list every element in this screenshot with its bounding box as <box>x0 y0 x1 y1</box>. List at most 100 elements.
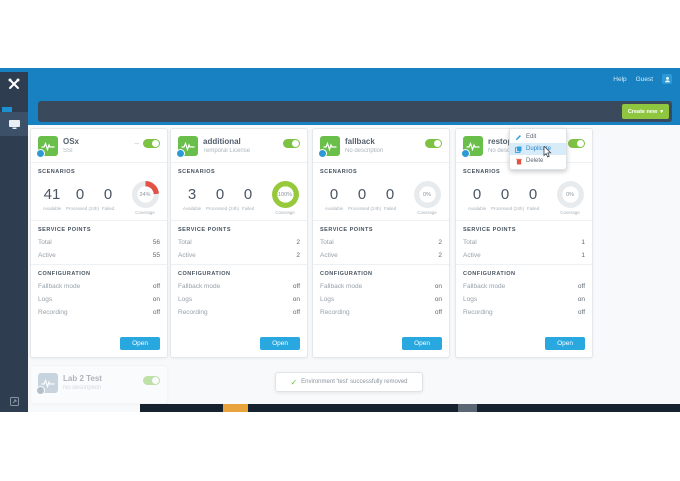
open-button[interactable]: Open <box>402 337 442 350</box>
bottom-bar-orange-segment <box>223 404 248 412</box>
environment-toggle[interactable] <box>143 139 160 148</box>
service-points-active: Active 1 <box>463 252 585 259</box>
scenarios-failed: 0 Failed <box>101 185 115 211</box>
scenarios-processed: 0 Processed (24h) <box>66 185 100 211</box>
config-logs: Logs on <box>463 296 585 303</box>
config-recording: Recording off <box>320 309 442 316</box>
scenarios-failed: 0 Failed <box>241 185 255 211</box>
service-points-heading: SERVICE POINTS <box>38 227 92 233</box>
config-fallback-mode: Fallback mode off <box>463 283 585 290</box>
scenarios-failed: 0 Failed <box>526 185 540 211</box>
trash-icon <box>515 158 522 165</box>
create-new-button[interactable]: Create new ▾ <box>621 104 669 119</box>
config-logs: Logs on <box>38 296 160 303</box>
caret-down-icon: ▾ <box>660 108 663 115</box>
menu-item-label: Duplicate <box>526 146 552 152</box>
environment-icon <box>176 136 198 158</box>
open-button[interactable]: Open <box>260 337 300 350</box>
scenarios-heading: SCENARIOS <box>320 169 358 175</box>
environment-card: fallback No description – SCENARIOS 0 Av… <box>312 128 450 358</box>
environment-subtitle: Temporal License <box>203 148 251 154</box>
menu-item-duplicate[interactable]: Duplicate <box>510 143 566 155</box>
environment-title: OSx <box>63 137 80 146</box>
environment-subtitle: SSI <box>63 148 73 154</box>
config-logs: Logs on <box>320 296 442 303</box>
toolbar: Create new ▾ <box>38 101 672 122</box>
environment-icon <box>36 136 58 158</box>
config-logs: Logs on <box>178 296 300 303</box>
scenarios-failed: 0 Failed <box>383 185 397 211</box>
environment-icon <box>461 136 483 158</box>
environment-title: restops <box>488 137 517 146</box>
environment-subtitle: No description <box>63 385 102 391</box>
menu-item-delete[interactable]: Delete <box>510 155 566 167</box>
success-toast: ✓ Environment 'test' successfully remove… <box>275 372 423 392</box>
configuration-heading: CONFIGURATION <box>38 271 91 277</box>
scenarios-heading: SCENARIOS <box>38 169 76 175</box>
help-link[interactable]: Help <box>613 75 627 83</box>
check-icon: ✓ <box>290 377 298 387</box>
environment-toggle[interactable] <box>143 376 160 385</box>
card-context-menu: Edit Duplicate Delete <box>509 128 567 170</box>
scenarios-processed: 0 Processed (24h) <box>491 185 525 211</box>
app-window: Help Guest Create new ▾ <box>0 68 680 412</box>
service-points-heading: SERVICE POINTS <box>320 227 374 233</box>
environment-subtitle: No description <box>345 148 384 154</box>
mouse-cursor <box>543 146 552 158</box>
scenarios-available: 0 Available <box>467 185 487 211</box>
config-recording: Recording off <box>38 309 160 316</box>
scenarios-available: 41 Available <box>42 185 62 211</box>
card-menu-button[interactable]: – <box>134 138 139 148</box>
search-input[interactable] <box>41 101 622 122</box>
environment-toggle[interactable] <box>283 139 300 148</box>
sidebar-item-tools[interactable] <box>0 72 28 96</box>
coverage-gauge: 100% Coverage <box>270 181 300 215</box>
user-avatar-icon[interactable] <box>662 74 672 84</box>
bottom-bar <box>140 404 680 412</box>
environment-title: additional <box>203 137 241 146</box>
coverage-gauge: 24% Coverage <box>130 181 160 215</box>
configuration-heading: CONFIGURATION <box>320 271 373 277</box>
environment-title: fallback <box>345 137 375 146</box>
scenarios-heading: SCENARIOS <box>463 169 501 175</box>
monitor-icon <box>8 119 21 130</box>
service-points-heading: SERVICE POINTS <box>178 227 232 233</box>
removed-environment-card: Lab 2 Test No description <box>30 365 168 404</box>
service-points-active: Active 55 <box>38 252 160 259</box>
bottom-bar-gray-segment <box>458 404 477 412</box>
service-points-total: Total 1 <box>463 239 585 246</box>
coverage-gauge: 0% Coverage <box>412 181 442 215</box>
sidebar-expand-button[interactable] <box>0 397 28 406</box>
service-points-active: Active 2 <box>320 252 442 259</box>
environment-title: Lab 2 Test <box>63 374 102 383</box>
sidebar-item-environments[interactable] <box>0 107 28 136</box>
open-button[interactable]: Open <box>545 337 585 350</box>
pencil-icon <box>515 134 522 141</box>
service-points-total: Total 2 <box>320 239 442 246</box>
scenarios-available: 3 Available <box>182 185 202 211</box>
scenarios-processed: 0 Processed (24h) <box>206 185 240 211</box>
service-points-active: Active 2 <box>178 252 300 259</box>
environment-toggle[interactable] <box>568 139 585 148</box>
config-fallback-mode: Fallback mode off <box>178 283 300 290</box>
environment-card: additional Temporal License – SCENARIOS … <box>170 128 308 358</box>
user-menu[interactable]: Guest <box>635 75 653 83</box>
menu-item-edit[interactable]: Edit <box>510 131 566 143</box>
scenarios-heading: SCENARIOS <box>178 169 216 175</box>
environment-subtitle: No description <box>488 148 527 154</box>
scenarios-processed: 0 Processed (24h) <box>348 185 382 211</box>
config-recording: Recording off <box>463 309 585 316</box>
environment-toggle[interactable] <box>425 139 442 148</box>
coverage-gauge: 0% Coverage <box>555 181 585 215</box>
top-header: Help Guest Create new ▾ <box>0 68 680 125</box>
environment-card: OSx SSI – SCENARIOS 41 Available 0 Proce… <box>30 128 168 358</box>
config-fallback-mode: Fallback mode on <box>320 283 442 290</box>
service-points-total: Total 56 <box>38 239 160 246</box>
service-points-heading: SERVICE POINTS <box>463 227 517 233</box>
open-button[interactable]: Open <box>120 337 160 350</box>
menu-item-label: Delete <box>526 158 544 164</box>
configuration-heading: CONFIGURATION <box>178 271 231 277</box>
environments-grid: OSx SSI – SCENARIOS 41 Available 0 Proce… <box>28 125 680 404</box>
toast-message: Environment 'test' successfully removed <box>301 379 408 385</box>
expand-icon <box>9 397 19 406</box>
